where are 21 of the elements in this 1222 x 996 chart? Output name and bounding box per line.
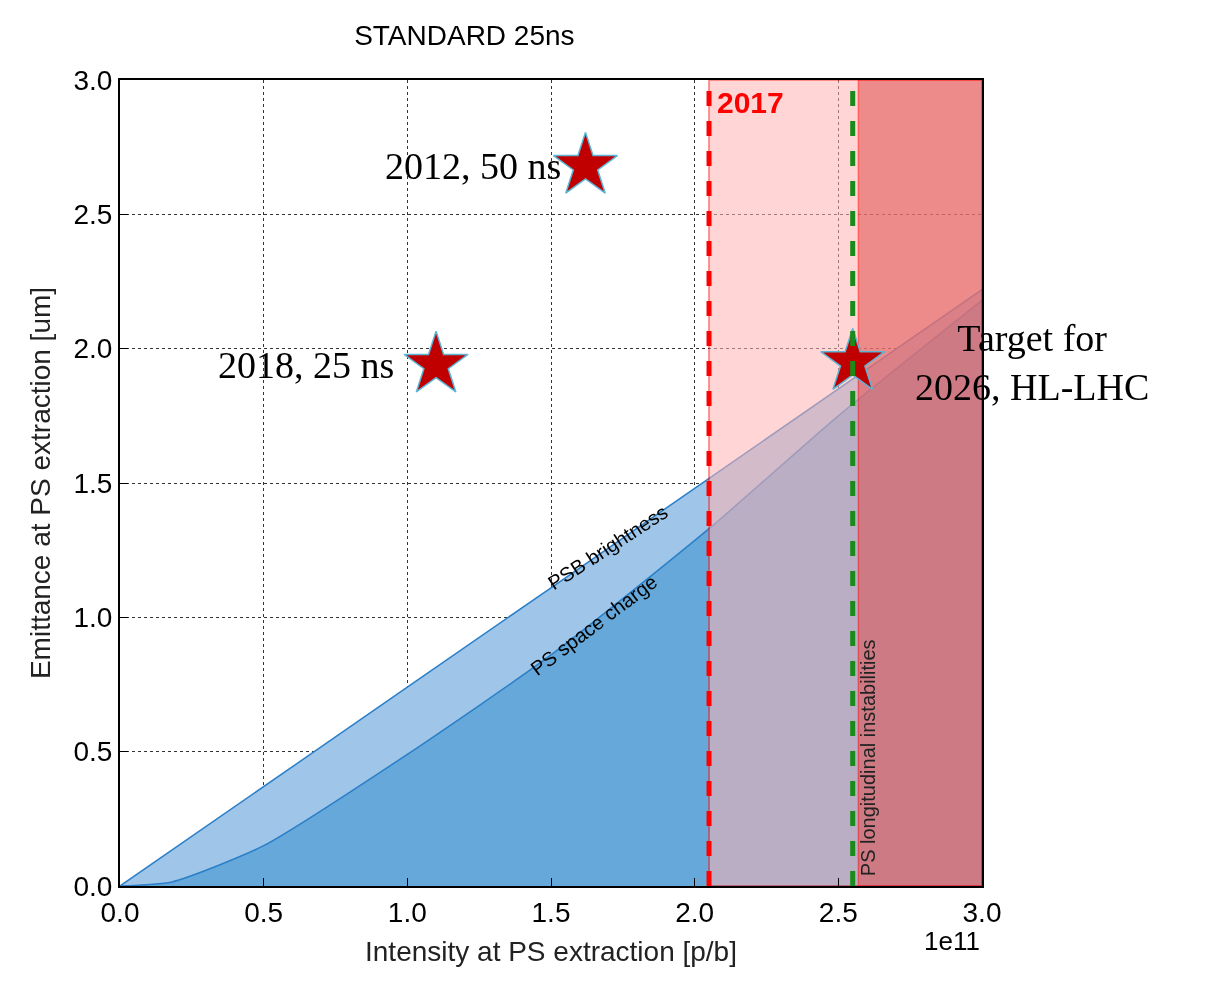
x-tick-label: 2.5 xyxy=(818,896,858,928)
x-axis-title: Intensity at PS extraction [p/b] xyxy=(365,936,737,968)
text: 1e11 xyxy=(924,926,980,956)
band-label: 2017 xyxy=(717,86,784,119)
y-tick-label: 1.5 xyxy=(73,467,113,499)
y-tick-label: 1.0 xyxy=(73,602,113,634)
y-tick-label: 0.5 xyxy=(73,736,113,768)
x-tick-label: 0.5 xyxy=(244,896,284,928)
y-tick-label: 3.0 xyxy=(73,64,113,96)
chart-title: STANDARD 25ns xyxy=(354,19,575,51)
y-axis-title: Emittance at PS extraction [um] xyxy=(24,286,56,680)
x-tick-label: 3.0 xyxy=(962,896,1002,928)
x-tick-label: 1.0 xyxy=(387,896,427,928)
ref-line-label: PS longitudinal instabilities xyxy=(857,639,880,877)
y-tick-label: 2.5 xyxy=(73,199,113,231)
x-tick-label: 2.0 xyxy=(675,896,715,928)
annotation: 2012, 50 ns xyxy=(385,145,562,187)
annotation: 2018, 25 ns xyxy=(218,344,395,386)
point xyxy=(403,330,469,393)
x-tick-label: 1.5 xyxy=(531,896,571,928)
y-tick-label: 2.0 xyxy=(73,333,113,365)
